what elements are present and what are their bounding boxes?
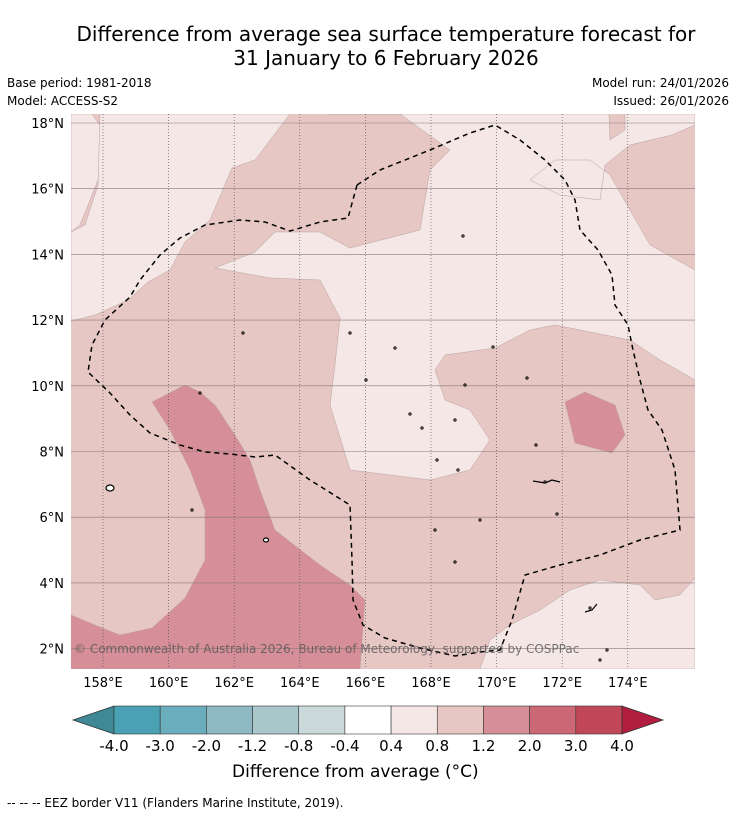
- colorbar-extend-high: [621, 705, 665, 735]
- islands: [105, 234, 609, 662]
- colorbar-ticks: -4.0 -3.0 -2.0 -1.2 -0.8 -0.4 0.4 0.8 1.2 2.0 3.0 4…: [99, 737, 634, 755]
- lat-label: 10°N: [31, 380, 64, 395]
- island-marker: [491, 345, 495, 349]
- longitude-labels: 158°E 160°E 162°E 164°E 166°E 168°E 170°E 172°E…: [83, 676, 647, 691]
- island-marker: [534, 443, 538, 447]
- lon-label: 158°E: [83, 676, 123, 691]
- island-marker: [555, 512, 559, 516]
- island-marker: [453, 418, 457, 422]
- island-marker: [435, 458, 439, 462]
- island-marker: [241, 331, 245, 335]
- island-outline: [584, 603, 598, 613]
- island-marker: [348, 331, 352, 335]
- island-marker: [198, 391, 202, 395]
- meta-right: Model run: 24/01/2026 Issued: 26/01/2026: [592, 74, 729, 110]
- anomaly-band-0.4-0.8-north-central: [71, 114, 291, 322]
- lon-label: 170°E: [477, 676, 517, 691]
- colorbar: [71, 705, 665, 735]
- island-marker: [420, 426, 424, 430]
- lat-label: 2°N: [40, 643, 65, 658]
- lat-label: 16°N: [31, 183, 64, 198]
- island-marker: [463, 383, 467, 387]
- colorbar-extend-low: [71, 705, 115, 735]
- title-line-1: Difference from average sea surface temp…: [76, 22, 696, 46]
- lon-label: 160°E: [149, 676, 189, 691]
- model-run: Model run: 24/01/2026: [591, 76, 729, 90]
- colorbar-segment: [298, 705, 346, 735]
- eez-border: [87, 124, 681, 657]
- model-name: Model: ACCESS-S2: [7, 94, 119, 108]
- colorbar-segment: [436, 705, 484, 735]
- lat-label: 14°N: [31, 248, 64, 263]
- island-marker: [461, 234, 465, 238]
- eez-border-line: [87, 124, 681, 657]
- island-marker: [453, 560, 457, 564]
- island-marker: [605, 648, 609, 652]
- latitude-labels: 18°N 16°N 14°N 12°N 10°N 8°N 6°N 4°N 2°N: [31, 117, 64, 658]
- island-marker: [408, 412, 412, 416]
- colorbar-tick-label: -2.0: [192, 737, 221, 755]
- colorbar-segment: [252, 705, 300, 735]
- colorbar-segment: [344, 705, 392, 735]
- colorbar-segment: [159, 705, 207, 735]
- island-marker: [190, 508, 194, 512]
- colorbar-segment: [113, 705, 161, 735]
- base-period: Base period: 1981-2018: [7, 76, 152, 90]
- lon-label: 168°E: [411, 676, 451, 691]
- footer-legend: -- -- -- EEZ border V11 (Flanders Marine…: [7, 796, 344, 810]
- copyright-text: © Commonwealth of Australia 2026, Bureau…: [74, 642, 579, 656]
- island-marker: [364, 378, 368, 382]
- map-area: [71, 114, 695, 669]
- meta-left: Base period: 1981-2018 Model: ACCESS-S2: [7, 74, 152, 110]
- colorbar-tick-label: 1.2: [472, 737, 496, 755]
- anomaly-band-0.4-0.8-south-east: [479, 577, 695, 669]
- lat-label: 12°N: [31, 314, 64, 329]
- colorbar-segment: [575, 705, 623, 735]
- colorbar-tick-label: 0.8: [425, 737, 449, 755]
- lon-label: 164°E: [280, 676, 320, 691]
- island-marker: [393, 346, 397, 350]
- colorbar-tick-label: -4.0: [99, 737, 128, 755]
- lon-label: 166°E: [346, 676, 386, 691]
- island-outline: [105, 484, 115, 492]
- lat-label: 8°N: [40, 446, 65, 461]
- lon-label: 162°E: [214, 676, 254, 691]
- island-marker: [598, 658, 602, 662]
- island-outline: [532, 479, 561, 484]
- lon-label: 172°E: [542, 676, 582, 691]
- colorbar-tick-label: -1.2: [238, 737, 267, 755]
- colorbar-tick-label: 0.4: [379, 737, 403, 755]
- island-outline: [262, 537, 270, 543]
- colorbar-tick-label: -0.8: [284, 737, 313, 755]
- map-grid: [71, 114, 695, 669]
- anomaly-band-0.4-0.8-center: [214, 114, 695, 481]
- chart-title: Difference from average sea surface temp…: [0, 22, 736, 70]
- title-line-2: 31 January to 6 February 2026: [233, 46, 539, 70]
- colorbar-segment: [206, 705, 253, 735]
- anomaly-band-1.2-2.0-south-west: [71, 384, 366, 669]
- anomaly-band-1.2-2.0-east: [564, 391, 626, 454]
- island-marker: [456, 468, 460, 472]
- colorbar-tick-label: -0.4: [330, 737, 359, 755]
- island-marker: [433, 528, 437, 532]
- colorbar-tick-label: -3.0: [146, 737, 175, 755]
- island-marker: [525, 376, 529, 380]
- island-marker: [588, 606, 592, 610]
- colorbar-segment: [390, 705, 438, 735]
- island-marker: [478, 518, 482, 522]
- lat-label: 6°N: [40, 511, 65, 526]
- lat-label: 4°N: [40, 577, 65, 592]
- lat-label: 18°N: [31, 117, 64, 132]
- colorbar-segment: [483, 705, 530, 735]
- colorbar-tick-label: 4.0: [610, 737, 634, 755]
- lon-label: 174°E: [608, 676, 648, 691]
- issued-date: Issued: 26/01/2026: [613, 94, 729, 108]
- colorbar-tick-label: 2.0: [518, 737, 542, 755]
- colorbar-tick-label: 3.0: [564, 737, 588, 755]
- colorbar-label: Difference from average (°C): [232, 762, 479, 782]
- colorbar-segment: [529, 705, 577, 735]
